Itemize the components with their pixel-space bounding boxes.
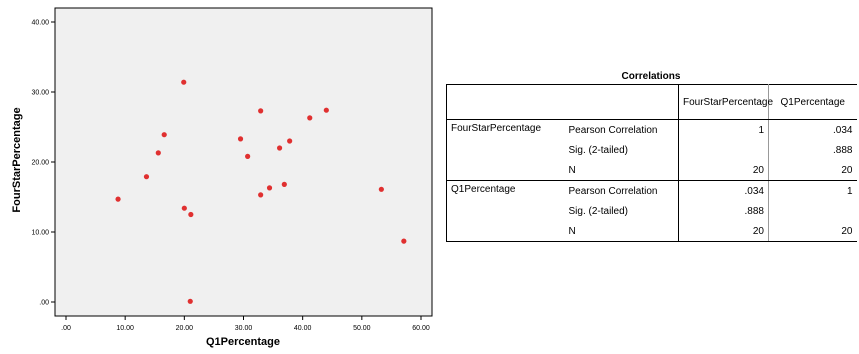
cell: 1 — [846, 185, 853, 197]
cell — [678, 140, 769, 160]
y-tick-label: 10.00 — [31, 230, 49, 237]
cell: 20 — [678, 160, 769, 181]
table-title: Correlations — [621, 71, 681, 82]
row-label: N — [564, 160, 679, 181]
data-point — [258, 108, 264, 114]
y-tick-label: 20.00 — [31, 160, 49, 167]
plot-area — [54, 7, 433, 317]
data-point — [161, 132, 167, 138]
x-tick-label: 60.00 — [412, 325, 430, 332]
data-point — [181, 205, 187, 211]
header-q1: Q1Percentage — [768, 84, 857, 120]
row-group-label: FourStarPercentage — [446, 119, 565, 181]
row-label: Sig. (2-tailed) — [564, 201, 679, 221]
data-point — [266, 185, 273, 191]
table-row: Q1Percentage Pearson Correlation .034 1 — [446, 180, 857, 242]
correlations-table-panel: Correlations FourStarPercentage Q1Percen… — [446, 70, 857, 242]
y-tick-label: .00 — [39, 300, 49, 307]
table-row: Sig. (2-tailed) .888 — [447, 201, 857, 221]
x-tick-label: 30.00 — [235, 325, 253, 332]
data-point — [155, 150, 161, 156]
data-point — [307, 115, 313, 121]
data-point — [276, 145, 283, 151]
cell — [769, 201, 857, 221]
cell: 1 — [678, 119, 769, 140]
y-tick-label: 30.00 — [31, 90, 49, 97]
data-point — [115, 196, 121, 202]
data-point — [181, 79, 187, 85]
data-point — [323, 107, 329, 113]
data-point — [401, 238, 407, 244]
cell: .888 — [833, 144, 853, 156]
x-tick-label: 10.00 — [116, 325, 134, 332]
x-tick-label: .00 — [61, 325, 71, 332]
data-point — [237, 136, 244, 142]
data-points — [115, 79, 407, 304]
row-label: N — [564, 221, 679, 242]
data-point — [187, 298, 193, 304]
row-group-label: Q1Percentage — [446, 180, 565, 242]
data-point — [378, 186, 384, 192]
table-row: Sig. (2-tailed) .888 — [447, 140, 857, 160]
table-row: N 20 20 — [447, 221, 857, 242]
y-axis-title: FourStarPercentage — [11, 107, 23, 212]
y-axis: .00 10.00 20.00 30.00 40.00 — [31, 20, 55, 307]
data-point — [188, 211, 194, 218]
data-point — [143, 174, 150, 180]
header-fourstar: FourStarPercentage — [678, 84, 773, 120]
cell: 20 — [768, 221, 857, 242]
row-label: Pearson Correlation — [564, 180, 679, 201]
x-tick-label: 40.00 — [294, 325, 312, 332]
x-axis-title: Q1Percentage — [206, 336, 280, 348]
x-axis: .00 10.00 20.00 30.00 40.00 50.00 60.00 — [61, 316, 430, 332]
data-point — [258, 192, 264, 198]
cell: .034 — [833, 124, 853, 136]
x-tick-label: 20.00 — [176, 325, 194, 332]
scatter-plot: .00 10.00 20.00 30.00 40.00 .00 10.00 20.00 30.… — [11, 7, 433, 348]
row-label: Sig. (2-tailed) — [564, 140, 679, 160]
data-point — [245, 153, 251, 159]
table-row: FourStarPercentage Pearson Correlation 1… — [446, 119, 857, 181]
cell: .888 — [678, 201, 769, 221]
cell: 20 — [768, 160, 857, 181]
data-point — [287, 138, 293, 144]
correlations-table: FourStarPercentage Q1Percentage FourStar… — [446, 84, 857, 242]
y-tick-label: 40.00 — [31, 20, 49, 27]
table-header-row: FourStarPercentage Q1Percentage — [446, 84, 857, 120]
cell: .034 — [678, 180, 769, 201]
cell: 20 — [678, 221, 769, 242]
table-row: N 20 20 — [447, 160, 857, 181]
header-blank — [446, 84, 679, 120]
data-point — [281, 181, 287, 187]
row-label: Pearson Correlation — [564, 119, 679, 140]
x-tick-label: 50.00 — [353, 325, 371, 332]
